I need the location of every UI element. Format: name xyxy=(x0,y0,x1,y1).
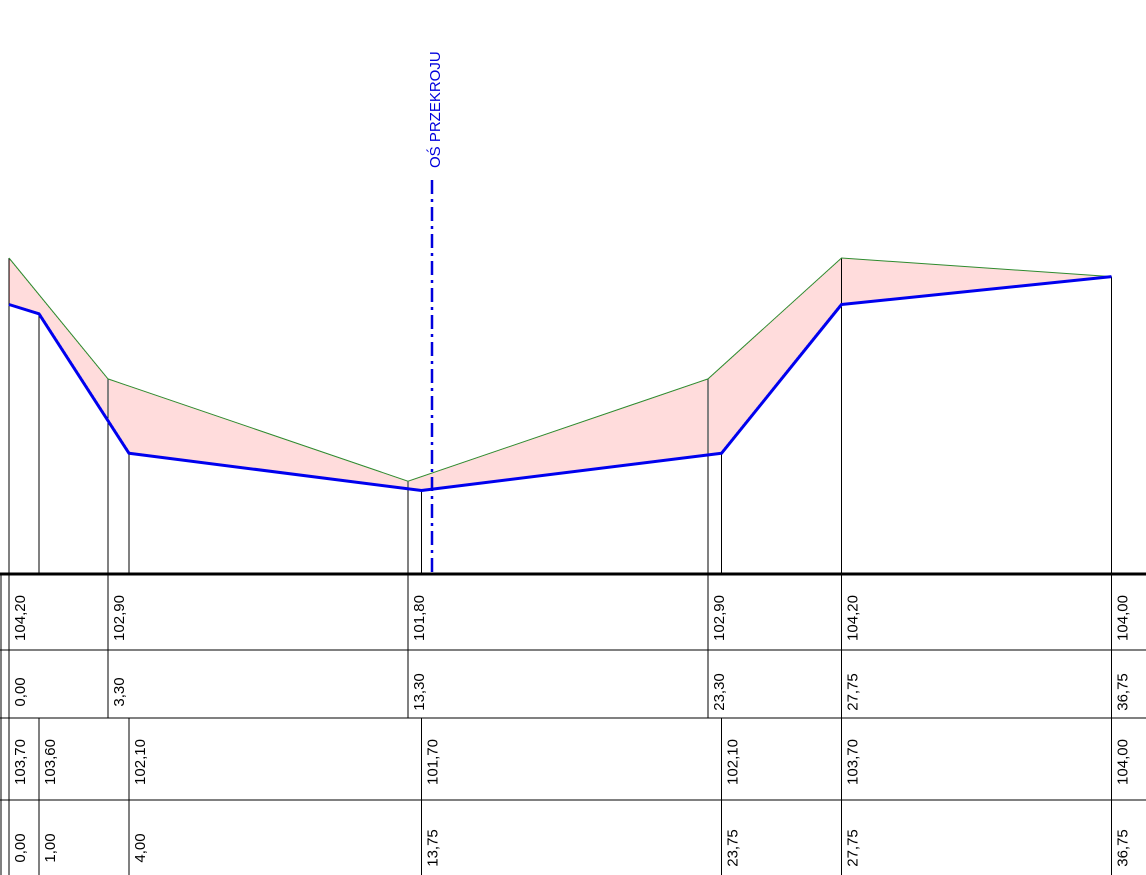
design-elevation-label: 102,10 xyxy=(725,739,742,785)
ground-elevation-label: 102,90 xyxy=(111,595,128,641)
ground-elevation-label: 104,00 xyxy=(1115,595,1132,641)
data-table: 104,20 102,90 101,80 102,90 104,20 104,00 0,00… xyxy=(8,574,1132,875)
design-elevation-label: 103,70 xyxy=(845,739,862,785)
ground-elevation-label: 102,90 xyxy=(711,595,728,641)
design-offset-label: 27,75 xyxy=(845,829,862,867)
design-offset-label: 0,00 xyxy=(12,833,29,862)
design-elevation-label: 101,70 xyxy=(425,739,442,785)
ground-offset-label: 13,30 xyxy=(411,673,428,711)
ground-offset-label: 36,75 xyxy=(1115,673,1132,711)
existing-ground-line xyxy=(8,257,1112,482)
design-profile-line xyxy=(8,275,1112,492)
ground-elevation-label: 104,20 xyxy=(12,595,29,641)
section-axis-label: OŚ PRZEKROJU xyxy=(426,51,444,168)
design-elevation-label: 102,10 xyxy=(132,739,149,785)
ground-elevation-label: 101,80 xyxy=(411,595,428,641)
design-offset-label: 13,75 xyxy=(425,829,442,867)
design-elevation-label: 103,70 xyxy=(12,739,29,785)
design-offset-label: 23,75 xyxy=(725,829,742,867)
station-verticals xyxy=(8,258,1112,574)
ground-offset-label: 23,30 xyxy=(711,673,728,711)
design-offset-label: 36,75 xyxy=(1115,829,1132,867)
ground-elevation-label: 104,20 xyxy=(845,595,862,641)
ground-offset-label: 27,75 xyxy=(845,673,862,711)
design-offset-label: 4,00 xyxy=(132,833,149,862)
ground-offset-label: 3,30 xyxy=(111,677,128,706)
design-elevation-label: 104,00 xyxy=(1115,739,1132,785)
design-elevation-label: 103,60 xyxy=(42,739,59,785)
design-offset-label: 1,00 xyxy=(42,833,59,862)
ground-offset-label: 0,00 xyxy=(12,677,29,706)
